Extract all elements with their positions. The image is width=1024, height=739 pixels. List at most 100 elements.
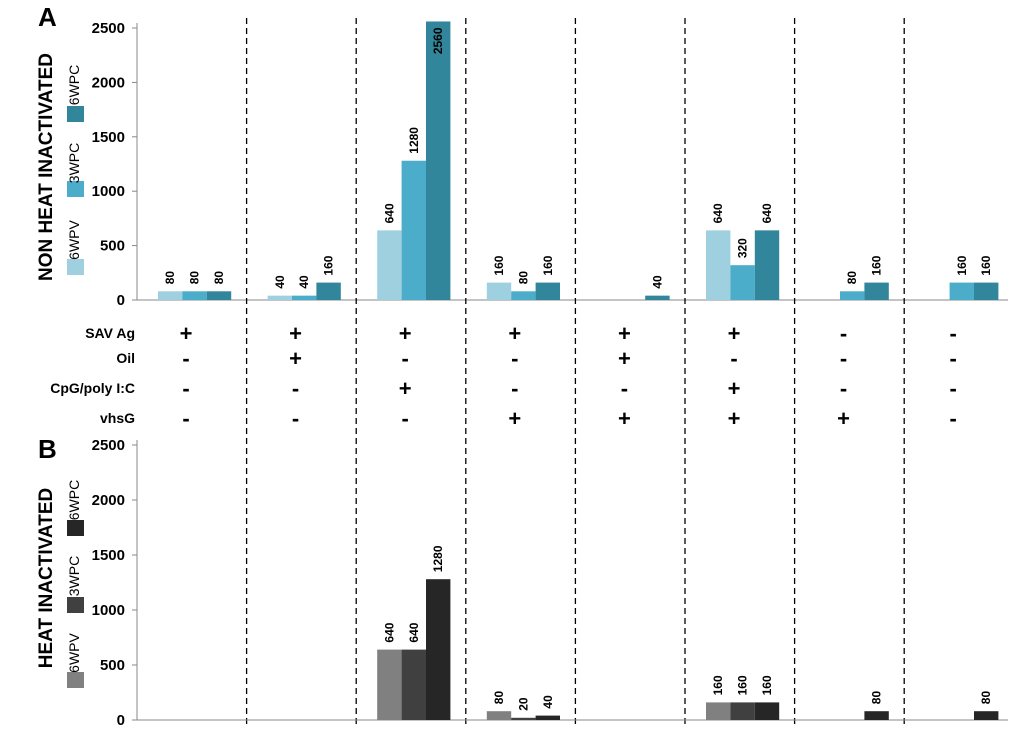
data-label: 160: [541, 255, 555, 275]
data-label: 80: [492, 691, 506, 705]
data-label: 640: [382, 622, 396, 642]
legend-label-6wpc: 6WPC: [66, 65, 82, 105]
condition-value: +: [618, 346, 631, 371]
condition-value: +: [728, 406, 741, 431]
bar-6wpc-group-8: [974, 282, 999, 300]
legend-swatch-6wpv: [67, 259, 84, 275]
panel-a-chart: A NON HEAT INACTIVATED 6WPV 3WPC 6WPC 0 500 100…: [36, 2, 1008, 309]
condition-value: -: [950, 321, 957, 346]
bar-3wpc-group-3: [401, 649, 426, 720]
bar-6wpv-group-4: [486, 711, 512, 720]
bar-6wpc-group-4: [535, 715, 560, 720]
condition-value: +: [289, 321, 302, 346]
legend-label-6wpv: 6WPV: [66, 633, 82, 673]
y-tick-label: 0: [117, 712, 125, 729]
bar-6wpc-group-2: [316, 282, 341, 300]
y-tick-label: 1500: [92, 547, 125, 564]
data-label: 80: [212, 271, 226, 285]
data-label: 160: [955, 255, 969, 275]
data-label: 40: [541, 695, 555, 709]
condition-value: -: [621, 376, 628, 401]
bar-3wpc-group-3: [401, 160, 426, 300]
data-label: 80: [163, 271, 177, 285]
condition-value: +: [728, 321, 741, 346]
condition-value: -: [402, 406, 409, 431]
y-tick-label: 2500: [92, 437, 125, 454]
data-label: 640: [407, 622, 421, 642]
y-tick-label: 2000: [92, 74, 125, 91]
legend-label-3wpc: 3WPC: [66, 143, 82, 183]
data-label: 80: [979, 691, 993, 705]
condition-value: +: [618, 321, 631, 346]
condition-value: +: [618, 406, 631, 431]
data-label: 40: [273, 275, 287, 289]
data-label: 160: [736, 675, 750, 695]
data-label: 160: [322, 255, 336, 275]
condition-value: -: [950, 406, 957, 431]
condition-label: Oil: [116, 350, 135, 366]
bar-3wpc-group-2: [292, 295, 317, 300]
legend-swatch-6wpv: [67, 672, 84, 688]
bar-3wpc-group-1: [182, 291, 207, 300]
data-label: 1280: [431, 545, 445, 572]
y-axis-label: NON HEAT INACTIVATED: [36, 53, 57, 281]
y-tick-label: 1500: [92, 129, 125, 146]
condition-value: -: [292, 376, 299, 401]
bar-3wpc-group-6: [730, 702, 755, 720]
y-tick-label: 500: [100, 657, 125, 674]
bar-6wpv-group-3: [377, 230, 402, 300]
condition-value: +: [508, 321, 521, 346]
bar-6wpc-group-7: [864, 282, 889, 300]
condition-value: -: [182, 406, 189, 431]
data-label: 80: [870, 691, 884, 705]
condition-value: +: [728, 376, 741, 401]
data-label: 640: [760, 203, 774, 223]
legend-swatch-3wpc: [67, 597, 84, 613]
condition-value: -: [950, 346, 957, 371]
bar-6wpv-group-3: [377, 649, 402, 720]
y-tick-label: 2000: [92, 492, 125, 509]
y-axis-label: HEAT INACTIVATED: [36, 488, 57, 669]
condition-value: +: [399, 376, 412, 401]
bar-6wpv-group-6: [706, 702, 731, 720]
data-label: 320: [736, 238, 750, 258]
data-label: 160: [492, 255, 506, 275]
condition-value: +: [180, 321, 193, 346]
legend-swatch-3wpc: [67, 181, 84, 197]
condition-value: -: [840, 376, 847, 401]
bar-6wpv-group-6: [706, 230, 731, 300]
y-tick-label: 0: [117, 292, 125, 309]
legend-label-6wpv: 6WPV: [66, 220, 82, 260]
condition-value: +: [837, 406, 850, 431]
condition-value: -: [182, 346, 189, 371]
panel-letter: B: [38, 434, 57, 464]
panel-b-chart: B HEAT INACTIVATED 6WPV 3WPC 6WPC 0 500 1000 150…: [36, 434, 1008, 729]
panel-letter: A: [38, 2, 57, 32]
condition-value: -: [840, 346, 847, 371]
bar-3wpc-group-7: [840, 291, 865, 300]
data-label: 80: [516, 271, 530, 285]
bar-6wpc-group-3: [426, 21, 451, 301]
condition-value: +: [399, 321, 412, 346]
data-label: 40: [650, 275, 664, 289]
y-tick-label: 500: [100, 238, 125, 255]
legend-label-3wpc: 3WPC: [66, 556, 82, 596]
data-label: 80: [188, 271, 202, 285]
bar-6wpc-group-5: [645, 295, 670, 300]
condition-value: -: [511, 376, 518, 401]
bar-6wpv-group-4: [486, 282, 512, 300]
condition-value: +: [508, 406, 521, 431]
data-label: 160: [979, 255, 993, 275]
data-label: 80: [845, 271, 859, 285]
condition-value: -: [950, 376, 957, 401]
bar-6wpc-group-6: [754, 702, 780, 720]
condition-value: -: [730, 346, 737, 371]
condition-value: -: [182, 376, 189, 401]
bar-6wpc-group-8: [974, 711, 999, 720]
data-label: 160: [760, 675, 774, 695]
data-label: 1280: [407, 127, 421, 154]
condition-value: +: [289, 346, 302, 371]
data-label: 160: [711, 675, 725, 695]
legend-swatch-6wpc: [67, 106, 84, 122]
legend-swatch-6wpc: [67, 520, 84, 536]
